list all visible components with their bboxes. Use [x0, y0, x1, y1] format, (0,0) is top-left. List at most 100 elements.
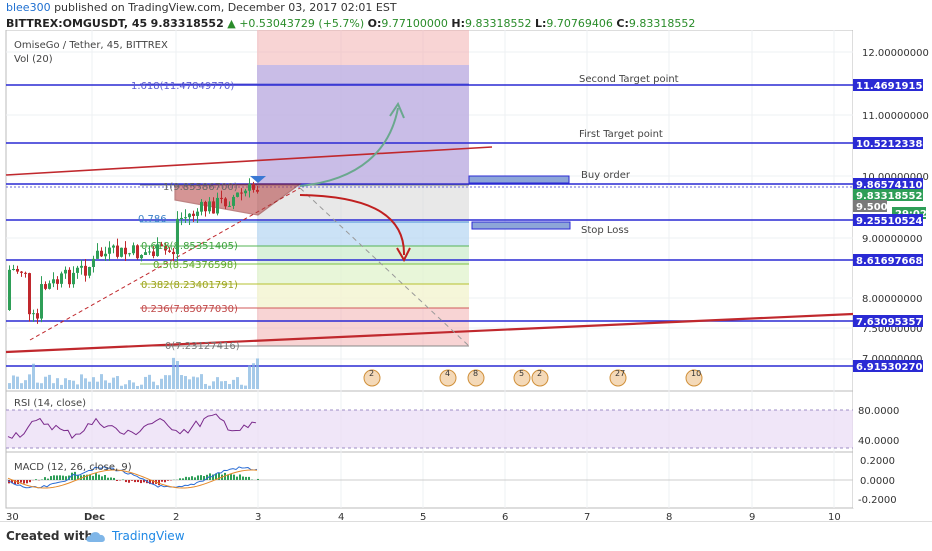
price-tag-text: 8.61697668	[856, 256, 922, 267]
time-tick: 7	[584, 512, 590, 521]
event-count: 2	[369, 369, 374, 378]
volume-bar	[248, 366, 251, 389]
volume-bar	[80, 374, 83, 389]
candle-body	[116, 246, 119, 257]
up-arrow-icon: ▲	[227, 17, 235, 30]
author-link[interactable]: blee300	[6, 1, 51, 14]
macd-hist-bar	[230, 474, 232, 480]
candle-body	[136, 245, 139, 258]
rsi-band	[6, 410, 853, 448]
tradingview-cloud-icon	[84, 530, 108, 544]
macd-hist-bar	[182, 478, 184, 480]
candle-body	[212, 201, 215, 213]
volume-bar	[236, 377, 239, 389]
time-tick: 9	[749, 512, 755, 521]
candle-body	[84, 266, 87, 276]
volume-bar	[136, 386, 139, 389]
time-axis[interactable]: 30 Dec 2 3 4 5 6 7 8 9 10	[6, 512, 841, 521]
macd-hist-bar	[188, 477, 190, 480]
macd-hist-bar	[236, 477, 238, 480]
candle-body	[88, 267, 91, 276]
time-tick: 4	[338, 512, 344, 521]
buy-order-box[interactable]	[469, 176, 569, 183]
candle-body	[240, 193, 243, 194]
candle-body	[252, 184, 255, 190]
fib-label-0618: 0.618(8.85351405)	[141, 241, 238, 252]
candle-body	[124, 248, 127, 254]
fib-label-05: 0.5(8.54376598)	[153, 260, 237, 271]
volume-bar	[12, 375, 15, 389]
volume-bar	[112, 378, 115, 389]
volume-bar	[16, 377, 19, 389]
candle-body	[72, 273, 75, 284]
price-change: +0.53043729 (+5.7%)	[239, 17, 364, 30]
volume-bar	[60, 385, 63, 389]
volume-bar	[188, 379, 191, 389]
candle-body	[180, 218, 183, 219]
macd-hist-bar	[44, 477, 46, 480]
price-tick: 8.00000000	[862, 294, 922, 305]
candle-body	[44, 284, 47, 289]
macd-hist-bar	[164, 480, 166, 482]
first-target-label: First Target point	[579, 129, 663, 140]
fib-label-1: 1(9.85586700)	[163, 182, 238, 193]
candle-body	[224, 198, 227, 206]
stop-loss-box[interactable]	[472, 222, 570, 229]
macd-axis: 0.2000 0.0000 -0.2000	[858, 456, 897, 506]
candle-body	[192, 214, 195, 216]
tradingview-link[interactable]: TradingView	[112, 522, 185, 551]
volume-bar	[48, 375, 51, 389]
fib-label-0: 0(7.23127416)	[165, 341, 240, 352]
volume-bar	[172, 358, 175, 389]
candle-body	[236, 193, 239, 197]
macd-hist-bar	[116, 480, 118, 481]
volume-bar	[192, 377, 195, 389]
time-tick: 6	[502, 512, 508, 521]
macd-tick: -0.2000	[858, 495, 897, 506]
volume-bar	[92, 377, 95, 389]
publish-info: blee300 published on TradingView.com, De…	[0, 0, 932, 16]
volume-bar	[160, 379, 163, 389]
volume-bar	[224, 381, 227, 389]
volume-bar	[132, 382, 135, 389]
volume-bar	[72, 381, 75, 389]
candle-body	[244, 191, 247, 194]
volume-bar	[52, 383, 55, 389]
candle-body	[216, 198, 219, 214]
low-label: L:	[535, 17, 546, 30]
macd-hist-bar	[128, 480, 130, 483]
candle-body	[68, 270, 71, 284]
price-tick: 9.00000000	[862, 234, 922, 245]
macd-hist-bar	[92, 476, 94, 480]
volume-bar	[208, 386, 211, 389]
volume-bar	[68, 380, 71, 389]
candle-body	[36, 313, 39, 318]
publish-text: published on TradingView.com, December 0…	[54, 1, 397, 14]
macd-hist-bar	[161, 480, 163, 482]
candle-body	[204, 202, 207, 211]
event-count: 10	[691, 369, 701, 378]
macd-hist-bar	[131, 480, 133, 481]
time-tick: 8	[666, 512, 672, 521]
low-value: 9.70769406	[546, 17, 612, 30]
time-tick: Dec	[84, 512, 105, 521]
macd-hist-bar	[233, 475, 235, 480]
candle-body	[100, 251, 103, 257]
footer: Created with TradingView	[0, 521, 932, 551]
candle-body	[128, 253, 131, 254]
macd-hist-bar	[62, 476, 64, 480]
candle-body	[232, 197, 235, 206]
macd-hist-bar	[134, 480, 136, 482]
candle-body	[140, 255, 143, 258]
fib-zone-0618	[257, 246, 469, 264]
macd-hist-bar	[74, 472, 76, 480]
macd-hist-bar	[29, 480, 31, 482]
symbol-info: BITTREX:OMGUSDT, 45 9.83318552 ▲ +0.5304…	[0, 16, 932, 31]
close-value: 9.83318552	[629, 17, 695, 30]
time-tick: 5	[420, 512, 426, 521]
macd-hist-bar	[95, 473, 97, 480]
candle-body	[32, 313, 35, 314]
macd-hist-bar	[107, 478, 109, 480]
candle-body	[12, 269, 15, 270]
